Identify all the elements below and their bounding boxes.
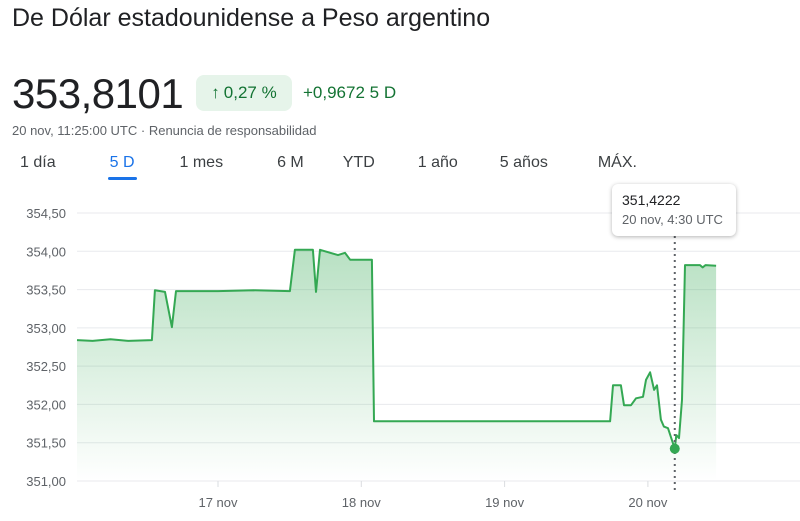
change-absolute: +0,9672 5 D: [303, 83, 397, 102]
tab-0[interactable]: 1 día: [20, 154, 56, 171]
tab-7[interactable]: MÁX.: [597, 154, 637, 171]
separator: ·: [137, 123, 149, 138]
y-tick-label: 351,50: [26, 436, 66, 451]
price-line: [76, 248, 717, 450]
timestamp: 20 nov, 11:25:00 UTC: [12, 123, 138, 138]
y-tick-label: 353,00: [26, 321, 66, 336]
area-fill: [76, 249, 717, 481]
tab-2[interactable]: 1 mes: [179, 154, 224, 171]
tab-1[interactable]: 5 D: [107, 154, 137, 180]
tab-6[interactable]: 5 años: [499, 154, 548, 171]
change-percent: 0,27 %: [223, 83, 277, 102]
change-percent-badge: ↑ 0,27 %: [196, 75, 292, 111]
y-tick-label: 352,50: [26, 359, 66, 374]
hover-point: [669, 443, 680, 454]
x-tick-label: 19 nov: [485, 495, 525, 510]
current-price: 353,8101: [12, 70, 184, 117]
tooltip-time: 20 nov, 4:30 UTC: [622, 212, 723, 227]
tab-3[interactable]: 6 M: [277, 154, 304, 171]
x-tick-label: 17 nov: [198, 495, 238, 510]
x-tick-label: 18 nov: [342, 495, 382, 510]
y-tick-label: 351,00: [26, 474, 66, 489]
disclaimer-link[interactable]: Renuncia de responsabilidad: [148, 123, 317, 138]
hover-tooltip: 351,4222 20 nov, 4:30 UTC: [612, 184, 736, 236]
tab-4[interactable]: YTD: [342, 154, 375, 171]
tab-5[interactable]: 1 año: [417, 154, 458, 171]
timestamp-line: 20 nov, 11:25:00 UTC · Renuncia de respo…: [12, 123, 317, 138]
y-tick-label: 354,00: [26, 244, 66, 259]
arrow-up-icon: ↑: [211, 83, 220, 102]
y-tick-label: 353,50: [26, 283, 66, 298]
x-tick-label: 20 nov: [628, 495, 668, 510]
y-tick-label: 352,00: [26, 397, 66, 412]
page-title: De Dólar estadounidense a Peso argentino: [12, 4, 491, 32]
y-tick-label: 354,50: [26, 206, 66, 221]
tooltip-value: 351,4222: [622, 192, 681, 208]
range-tabs: 1 día 5 D 1 mes 6 M YTD 1 año 5 años MÁX.: [12, 154, 637, 180]
